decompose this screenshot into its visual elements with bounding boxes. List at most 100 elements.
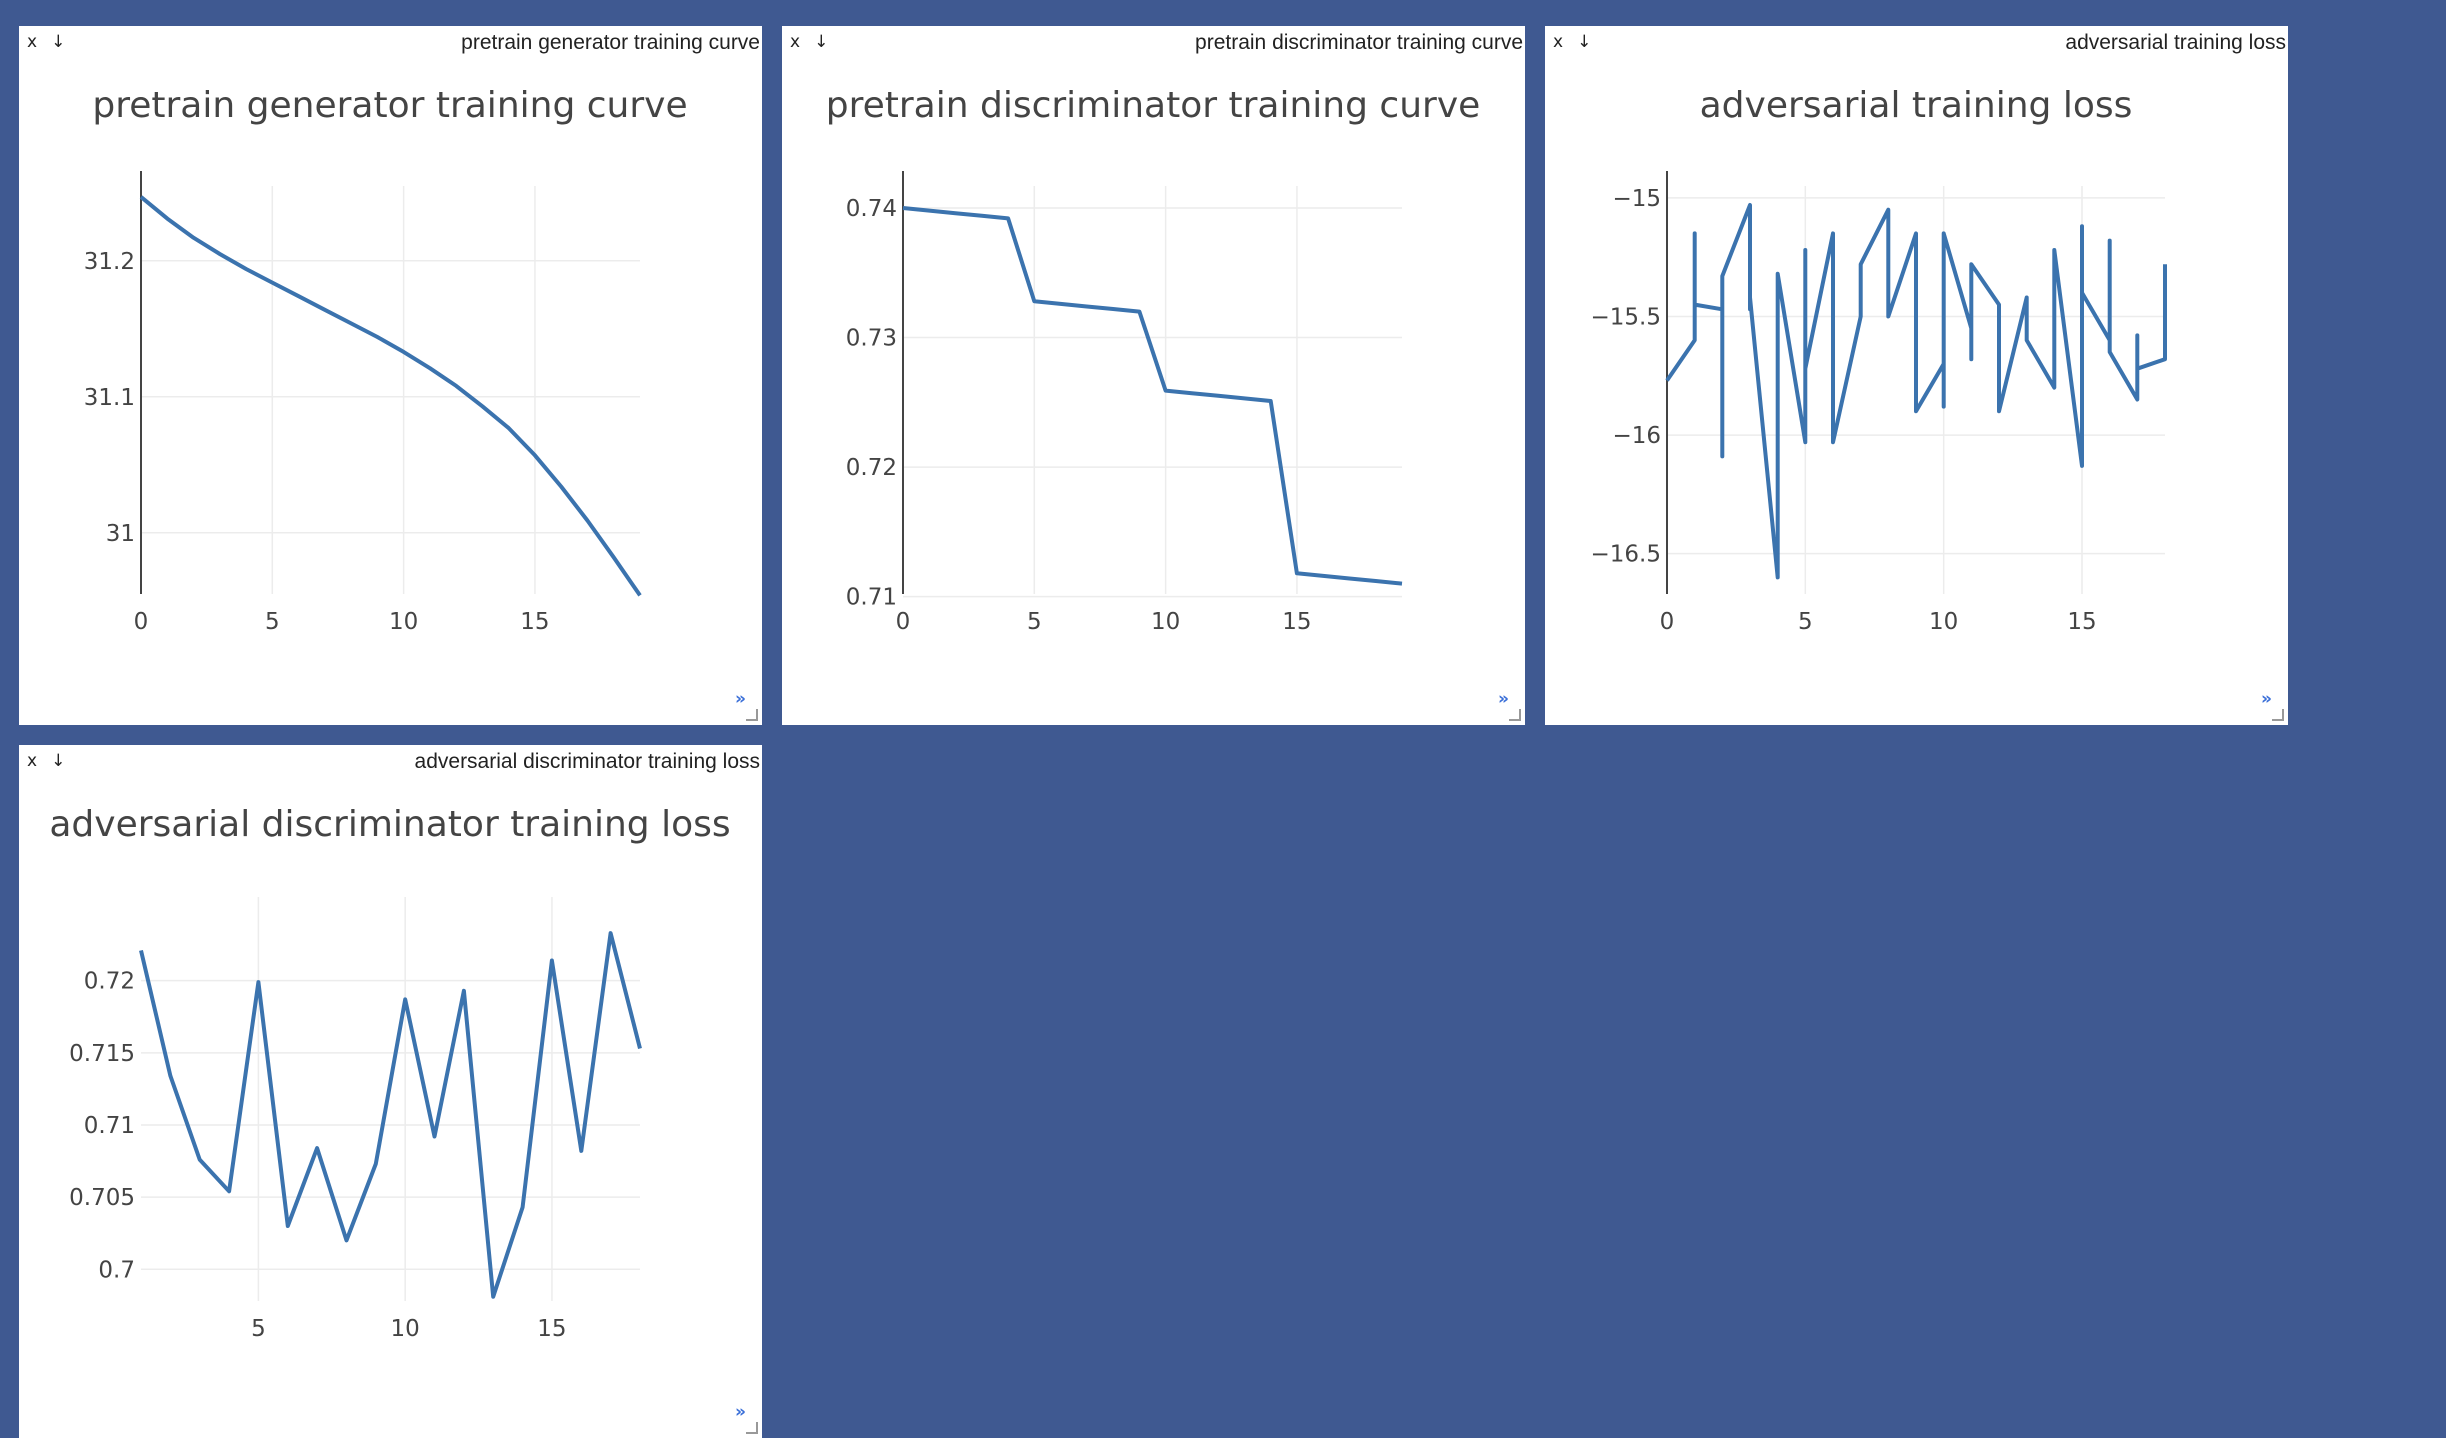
data-point: [927, 209, 931, 213]
x-tick-label: 5: [1798, 609, 1813, 635]
data-point: [2108, 338, 2112, 342]
data-point: [1969, 357, 1973, 361]
pane-caption: pretrain discriminator training curve: [1195, 31, 1523, 54]
x-tick-label: 15: [520, 609, 549, 635]
expand-icon[interactable]: »: [735, 689, 746, 709]
close-icon[interactable]: x: [1553, 32, 1564, 52]
close-icon[interactable]: x: [27, 32, 38, 52]
pane-caption: adversarial training loss: [2065, 31, 2286, 54]
data-point: [2135, 333, 2139, 337]
data-point: [402, 350, 406, 354]
expand-icon[interactable]: »: [2261, 689, 2272, 709]
data-point: [1748, 295, 1752, 299]
data-point: [1886, 314, 1890, 318]
data-point: [297, 294, 301, 298]
pane-controls: x ↓: [27, 32, 79, 52]
data-point: [1914, 231, 1918, 235]
y-tick-label: 0.705: [69, 1185, 135, 1211]
resize-handle-icon[interactable]: [1509, 709, 1521, 721]
data-point: [168, 1074, 172, 1078]
chart-pretrain-discriminator: pretrain discriminator training curve 0 5 1…: [826, 85, 1481, 635]
data-point: [2052, 386, 2056, 390]
data-point: [1969, 262, 1973, 266]
data-point: [1693, 338, 1697, 342]
data-point: [533, 453, 537, 457]
close-icon[interactable]: x: [790, 32, 801, 52]
pane-controls: x ↓: [1553, 32, 1605, 52]
x-tick-label: 5: [265, 609, 280, 635]
data-point: [1748, 307, 1752, 311]
data-point: [1059, 302, 1063, 306]
data-point: [192, 236, 196, 240]
data-point: [1720, 274, 1724, 278]
data-point: [1803, 440, 1807, 444]
y-tick-label: 0.7: [98, 1257, 135, 1283]
data-point: [480, 404, 484, 408]
x-tick-label: 10: [1929, 609, 1958, 635]
data-point: [1242, 396, 1246, 400]
data-point: [2025, 295, 2029, 299]
data-point: [1831, 231, 1835, 235]
data-point: [1776, 575, 1780, 579]
data-point: [2163, 357, 2167, 361]
pane-pretrain-discriminator: x ↓ pretrain discriminator training curve…: [782, 26, 1525, 725]
data-point: [1111, 307, 1115, 311]
data-point: [1969, 326, 1973, 330]
data-point: [2108, 350, 2112, 354]
data-point: [227, 1189, 231, 1193]
pane-controls: x ↓: [27, 751, 79, 771]
data-point: [344, 1238, 348, 1242]
data-point: [1720, 307, 1724, 311]
series-line: [902, 206, 1403, 586]
y-tick-label: 0.71: [84, 1113, 135, 1139]
data-point: [139, 195, 143, 199]
data-point: [244, 267, 248, 271]
data-point: [1032, 299, 1036, 303]
expand-icon[interactable]: »: [1498, 689, 1509, 709]
data-point: [1942, 231, 1946, 235]
data-point: [638, 593, 642, 597]
data-point: [2080, 224, 2084, 228]
download-icon[interactable]: ↓: [51, 751, 66, 771]
x-tick-label: 15: [2067, 609, 2096, 635]
data-point: [462, 989, 466, 993]
data-point: [1137, 310, 1141, 314]
data-point: [1997, 409, 2001, 413]
y-tick-label: 0.74: [846, 196, 897, 222]
data-point: [2025, 338, 2029, 342]
series-line: [139, 195, 642, 597]
data-point: [1859, 314, 1863, 318]
download-icon[interactable]: ↓: [814, 32, 829, 52]
x-tick-label: 5: [1027, 609, 1042, 635]
data-point: [198, 1158, 202, 1162]
data-point: [638, 1047, 642, 1051]
data-point: [2080, 464, 2084, 468]
data-point: [2163, 262, 2167, 266]
data-point: [433, 1135, 437, 1139]
data-point: [1914, 409, 1918, 413]
download-icon[interactable]: ↓: [1577, 32, 1592, 52]
data-point: [901, 206, 905, 210]
data-point: [1693, 231, 1697, 235]
resize-handle-icon[interactable]: [2272, 709, 2284, 721]
pane-header: x ↓ pretrain generator training curve: [19, 26, 762, 56]
y-tick-label: 31: [106, 521, 135, 547]
pane-adversarial-discriminator-loss: x ↓ adversarial discriminator training lo…: [19, 745, 762, 1438]
x-tick-label: 10: [389, 609, 418, 635]
data-point: [323, 308, 327, 312]
expand-icon[interactable]: »: [735, 1402, 746, 1422]
y-tick-label: 0.73: [846, 326, 897, 352]
close-icon[interactable]: x: [27, 751, 38, 771]
x-tick-label: 0: [1660, 609, 1675, 635]
pane-header: x ↓ adversarial training loss: [1545, 26, 2288, 56]
x-tick-label: 0: [134, 609, 149, 635]
y-tick-label: 31.2: [84, 249, 135, 275]
data-point: [550, 958, 554, 962]
resize-handle-icon[interactable]: [746, 709, 758, 721]
data-point: [980, 214, 984, 218]
resize-handle-icon[interactable]: [746, 1422, 758, 1434]
download-icon[interactable]: ↓: [51, 32, 66, 52]
data-point: [1006, 216, 1010, 220]
y-tick-label: −15.5: [1591, 304, 1661, 330]
data-point: [2052, 248, 2056, 252]
